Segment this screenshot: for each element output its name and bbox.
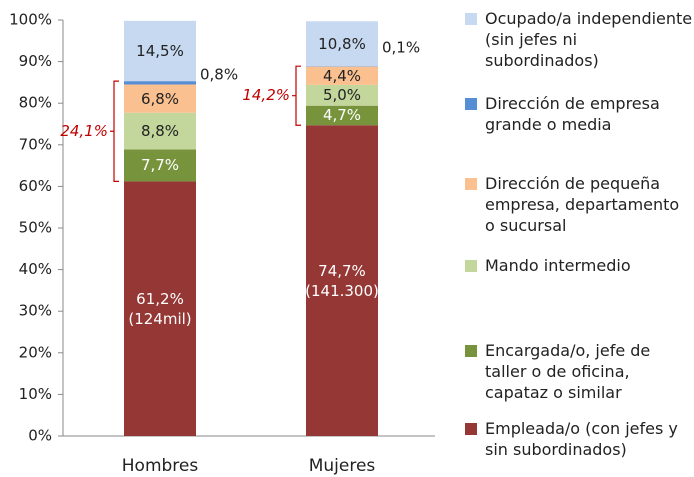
value-label: 7,7% — [140, 156, 180, 175]
bar-segment — [124, 20, 196, 82]
bar-segment — [124, 112, 196, 150]
value-label: 0,1% — [382, 39, 420, 57]
value-label-box: 4,4% — [322, 66, 362, 85]
value-label-box: 4,7% — [322, 106, 362, 125]
legend-swatch — [465, 423, 477, 435]
y-tick-label: 60% — [19, 177, 52, 195]
bar-segment — [306, 66, 378, 85]
bracket — [110, 80, 119, 183]
legend-swatch — [465, 260, 477, 272]
bar-segment — [306, 105, 378, 126]
value-label-box: 61,2% (124mil) — [128, 289, 192, 328]
y-tick-label: 80% — [19, 94, 52, 112]
legend-label: Mando intermedio — [485, 256, 631, 275]
legend-label: Empleada/o (con jefes y sin subordinados… — [485, 419, 678, 459]
legend-entry: Encargada/o, jefe de taller o de oficina… — [465, 340, 694, 403]
value-label-box: 74,7% (141.300) — [305, 261, 379, 300]
legend-swatch — [465, 13, 477, 25]
annotation: 24,1% — [60, 122, 108, 140]
legend-entry: Dirección de empresa grande o media — [465, 93, 694, 135]
legend-entry: Mando intermedio — [465, 255, 694, 276]
legend-item: Encargada/o, jefe de taller o de oficina… — [465, 340, 694, 403]
legend-entry: Empleada/o (con jefes y sin subordinados… — [465, 418, 694, 460]
legend-item: Dirección de empresa grande o media — [465, 93, 694, 135]
legend-item: Mando intermedio — [465, 255, 694, 276]
value-label-box: 5,0% — [322, 86, 362, 105]
bar-segment — [124, 84, 196, 113]
value-label: 14,5% — [136, 41, 184, 60]
value-label: 61,2% (124mil) — [128, 289, 192, 328]
legend-label: Dirección de pequeña empresa, departamen… — [485, 174, 680, 235]
legend-item: Dirección de pequeña empresa, departamen… — [465, 173, 694, 236]
y-tick-label: 90% — [19, 52, 52, 70]
value-label: 0,8% — [200, 66, 238, 84]
bar-segment — [306, 84, 378, 106]
legend-swatch — [465, 98, 477, 110]
x-tick-label: Mujeres — [309, 456, 376, 476]
value-label: 8,8% — [140, 122, 180, 141]
y-tick-label: 20% — [19, 343, 52, 361]
bar-segment — [124, 181, 196, 436]
bar-segment — [124, 81, 196, 85]
bar-segment — [306, 21, 378, 67]
x-tick-label: Hombres — [122, 456, 199, 476]
legend-entry: Dirección de pequeña empresa, departamen… — [465, 173, 694, 236]
value-label: 4,7% — [322, 106, 362, 125]
value-label-box: 14,5% — [136, 41, 184, 60]
value-label: 74,7% (141.300) — [305, 261, 379, 300]
value-label: 5,0% — [322, 86, 362, 105]
value-label: 10,8% — [318, 34, 366, 53]
value-label: 6,8% — [140, 89, 180, 108]
y-tick-label: 50% — [19, 219, 52, 237]
legend-label: Ocupado/a independiente (sin jefes ni su… — [485, 9, 693, 70]
value-label-box: 7,7% — [140, 156, 180, 175]
y-tick-label: 100% — [9, 11, 52, 29]
legend-swatch — [465, 345, 477, 357]
value-label-box: 10,8% — [318, 34, 366, 53]
y-tick-label: 0% — [28, 427, 52, 445]
bar-segment — [124, 149, 196, 182]
bar-segment — [306, 125, 378, 437]
y-tick-label: 10% — [19, 385, 52, 403]
annotation: 14,2% — [242, 86, 290, 104]
legend-entry: Ocupado/a independiente (sin jefes ni su… — [465, 8, 694, 71]
value-label: 4,4% — [322, 66, 362, 85]
legend-item: Ocupado/a independiente (sin jefes ni su… — [465, 8, 694, 71]
value-label-box: 6,8% — [140, 89, 180, 108]
legend-item: Empleada/o (con jefes y sin subordinados… — [465, 418, 694, 460]
y-tick-label: 40% — [19, 260, 52, 278]
y-tick-label: 70% — [19, 135, 52, 153]
bracket — [292, 65, 301, 126]
value-label-box: 8,8% — [140, 122, 180, 141]
y-tick-label: 30% — [19, 302, 52, 320]
legend-label: Dirección de empresa grande o media — [485, 94, 660, 134]
legend-swatch — [465, 178, 477, 190]
legend-label: Encargada/o, jefe de taller o de oficina… — [485, 341, 651, 402]
